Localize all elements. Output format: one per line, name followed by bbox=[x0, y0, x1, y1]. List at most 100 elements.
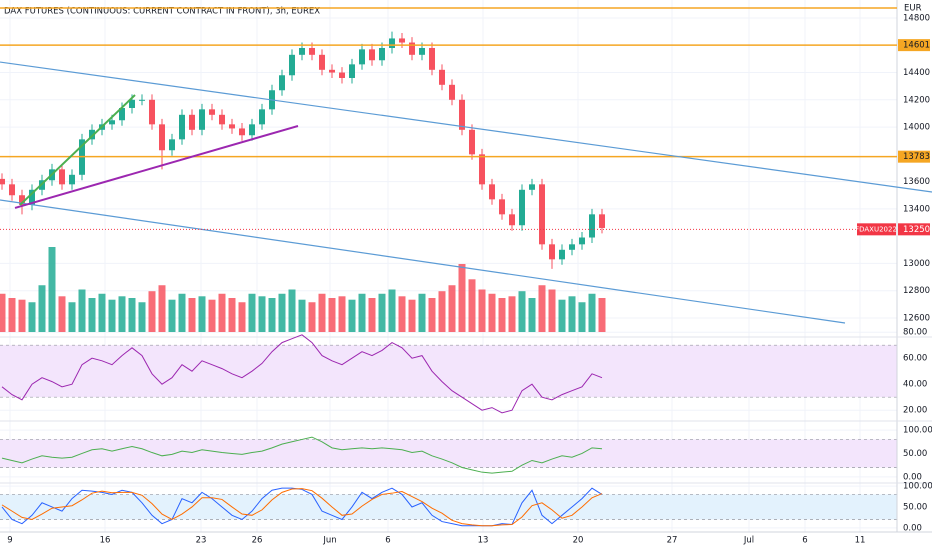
candle-body bbox=[369, 49, 375, 61]
x-tick-label: 6 bbox=[385, 536, 390, 546]
candle-body bbox=[249, 124, 255, 136]
candle-body bbox=[229, 124, 235, 129]
volume-bar bbox=[338, 296, 346, 332]
volume-bar bbox=[508, 296, 516, 332]
volume-bar bbox=[228, 298, 236, 332]
last-price-label: 13250 bbox=[903, 225, 930, 235]
volume-bar bbox=[258, 296, 266, 332]
volume-bar bbox=[468, 279, 476, 332]
x-tick-label: Jun bbox=[322, 536, 336, 546]
candle-body bbox=[519, 189, 525, 226]
volume-bar bbox=[558, 299, 566, 332]
volume-bar bbox=[328, 298, 336, 332]
volume-bar bbox=[18, 299, 26, 332]
candle-body bbox=[0, 178, 5, 185]
volume-bar bbox=[428, 298, 436, 332]
level-tag bbox=[898, 39, 930, 52]
volume-bar bbox=[448, 285, 456, 332]
band bbox=[0, 494, 897, 520]
y-tick-label: 40.00 bbox=[903, 380, 927, 390]
candle-body bbox=[599, 214, 605, 228]
indicator-line bbox=[1, 334, 603, 414]
volume-bar bbox=[538, 285, 546, 332]
volume-bar bbox=[148, 291, 156, 332]
level-tag bbox=[898, 150, 930, 163]
volume-bar bbox=[298, 299, 306, 332]
volume-bar bbox=[238, 302, 246, 332]
candle-body bbox=[129, 99, 135, 108]
volume-bar bbox=[68, 302, 76, 332]
volume-bar bbox=[58, 296, 66, 332]
volume-bar bbox=[588, 293, 596, 332]
candle-body bbox=[89, 129, 95, 140]
candle-body bbox=[149, 99, 155, 125]
volume-bar bbox=[408, 299, 416, 332]
candle-body bbox=[389, 38, 395, 48]
volume-bar bbox=[568, 296, 576, 332]
x-tick-label: 11 bbox=[855, 536, 866, 546]
volume-bar bbox=[598, 298, 606, 332]
candle-body bbox=[109, 120, 115, 125]
y-tick-label: 60.00 bbox=[903, 354, 927, 364]
candle-body bbox=[499, 199, 505, 215]
volume-bar bbox=[168, 299, 176, 332]
trendline bbox=[19, 94, 136, 206]
x-tick-label: 13 bbox=[478, 536, 489, 546]
candle-body bbox=[399, 38, 405, 43]
candle-body bbox=[119, 107, 125, 121]
volume-bar bbox=[158, 285, 166, 332]
candle-body bbox=[319, 54, 325, 70]
y-tick-label: 14000 bbox=[903, 123, 930, 133]
candle-body bbox=[569, 244, 575, 250]
symbol-tag bbox=[857, 223, 896, 236]
candle-body bbox=[169, 139, 175, 151]
band bbox=[0, 439, 897, 468]
candle-body bbox=[299, 47, 305, 55]
candle-body bbox=[449, 84, 455, 100]
y-tick-label: 14200 bbox=[903, 95, 930, 105]
volume-bar bbox=[28, 302, 36, 332]
volume-bar bbox=[318, 293, 326, 332]
y-tick-label: 80.00 bbox=[903, 328, 927, 338]
candle-body bbox=[549, 244, 555, 260]
candle-body bbox=[289, 54, 295, 76]
last-price-tag bbox=[898, 223, 930, 236]
volume-bar bbox=[288, 289, 296, 332]
candle-body bbox=[209, 109, 215, 115]
x-tick-label: 23 bbox=[196, 536, 207, 546]
candle-body bbox=[259, 109, 265, 125]
y-tick-label: 12800 bbox=[903, 286, 930, 296]
candle-body bbox=[199, 109, 205, 130]
x-tick-label: Jul bbox=[743, 536, 754, 546]
candle-body bbox=[419, 47, 425, 55]
x-tick-label: 26 bbox=[252, 536, 263, 546]
volume-bar bbox=[498, 298, 506, 332]
candle-body bbox=[459, 99, 465, 130]
volume-bar bbox=[478, 289, 486, 332]
volume-bar bbox=[38, 285, 46, 332]
volume-bar bbox=[128, 298, 136, 332]
band bbox=[0, 345, 897, 398]
candle-body bbox=[349, 64, 355, 78]
y-tick-label: 100.00 bbox=[903, 426, 932, 436]
candle-body bbox=[359, 49, 365, 65]
volume-bar bbox=[278, 293, 286, 332]
indicator-line bbox=[1, 436, 603, 474]
candle-body bbox=[9, 184, 15, 196]
volume-bar bbox=[458, 264, 466, 332]
candle-body bbox=[219, 114, 225, 125]
panes bbox=[0, 31, 897, 520]
volume-bar bbox=[348, 299, 356, 332]
y-tick-label: 14800 bbox=[903, 13, 930, 23]
x-tick-label: 9 bbox=[7, 536, 12, 546]
currency: EUR bbox=[904, 4, 922, 14]
y-tick-label: 50.00 bbox=[903, 502, 927, 512]
candle-body bbox=[589, 214, 595, 238]
indicator-line bbox=[1, 488, 603, 527]
candle-body bbox=[309, 47, 315, 55]
volume-bar bbox=[138, 302, 146, 332]
candle-body bbox=[179, 114, 185, 140]
y-tick-label: 14400 bbox=[903, 68, 930, 78]
candle-body bbox=[509, 214, 515, 226]
